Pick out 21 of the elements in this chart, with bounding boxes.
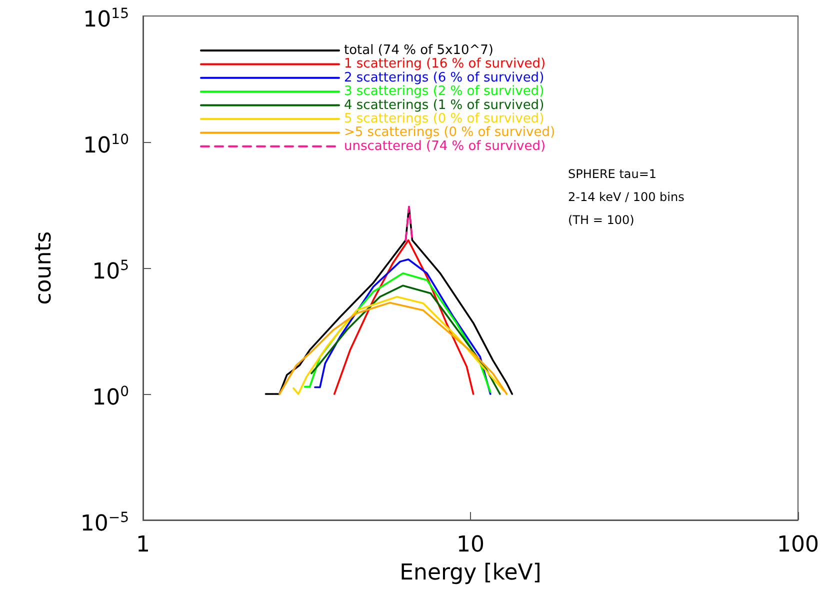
y-axis-title: counts xyxy=(32,231,56,305)
x-tick-label: 1 xyxy=(136,532,150,558)
text: 1 scattering (16 % of survived) xyxy=(344,56,546,72)
x-tick-label: 100 xyxy=(777,532,819,558)
annotation: (TH = 100) xyxy=(568,213,634,227)
annotation: SPHERE tau=1 xyxy=(568,167,657,181)
text: unscattered (74 % of survived) xyxy=(344,138,546,154)
text: 2 scatterings (6 % of survived) xyxy=(344,70,544,86)
x-axis-title: Energy [keV] xyxy=(400,560,542,586)
text: 3 scatterings (2 % of survived) xyxy=(344,84,544,100)
y-tick-label: 10$^{10}$ xyxy=(83,131,129,160)
text: total (74 % of 5x10^7) xyxy=(344,43,494,58)
y-tick-label: 10$^{0}$ xyxy=(92,383,129,412)
text: 5 scatterings (0 % of survived) xyxy=(344,112,544,126)
x-tick-label: 10 xyxy=(456,532,484,558)
annotation: 2-14 keV / 100 bins xyxy=(568,190,684,204)
y-tick-label: 10$^{15}$ xyxy=(83,5,129,34)
y-tick-label: 10$^{5}$ xyxy=(92,257,129,286)
y-tick-label: 10$^{−5}$ xyxy=(80,509,129,538)
text: 4 scatterings (1 % of survived) xyxy=(344,98,544,113)
text: >5 scatterings (0 % of survived) xyxy=(344,125,556,140)
